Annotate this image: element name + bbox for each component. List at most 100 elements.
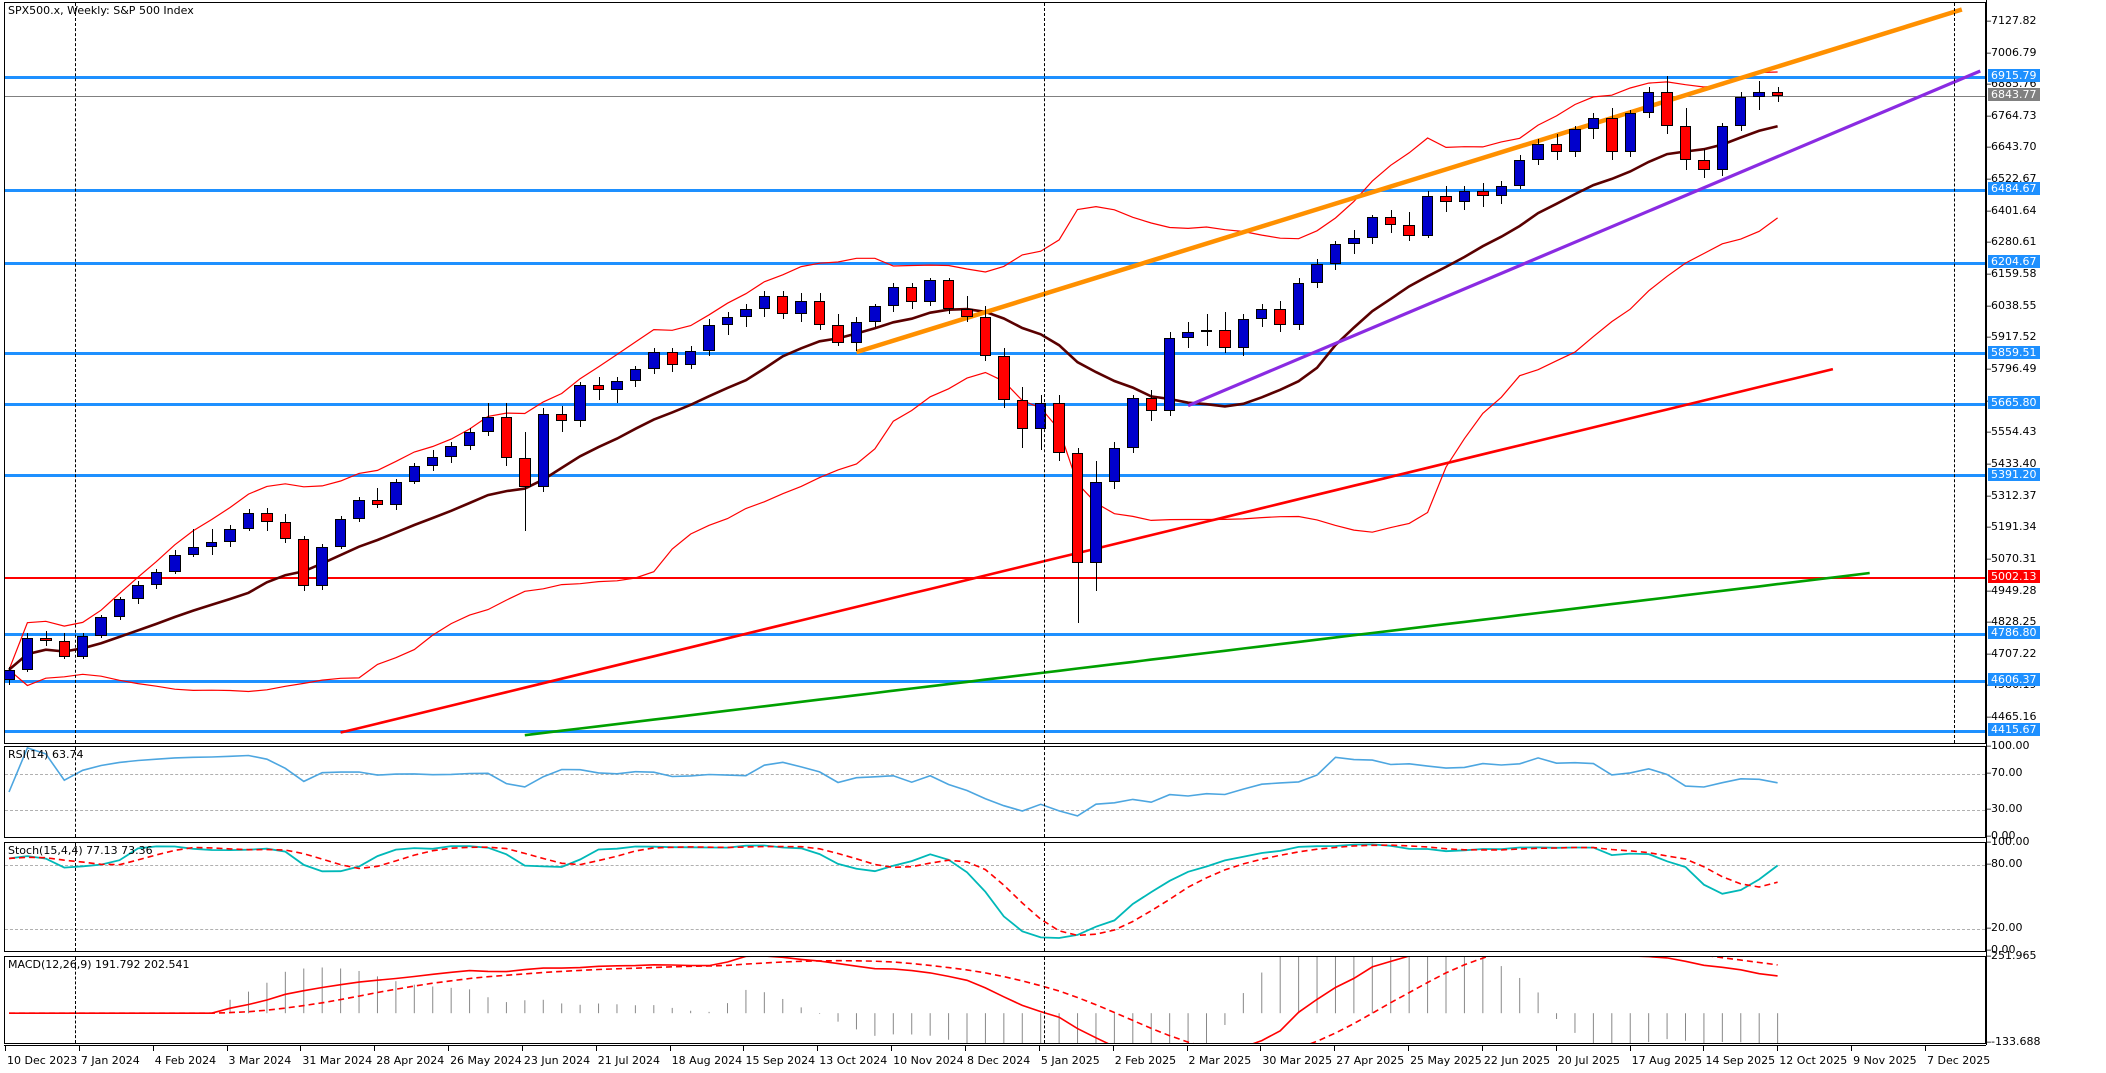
candle-bullish[interactable] <box>721 316 734 325</box>
support-price-pill[interactable]: 6484.67 <box>1988 182 2040 196</box>
candle-bearish[interactable] <box>58 641 70 657</box>
candle-bearish[interactable] <box>592 384 605 390</box>
candle-bullish[interactable] <box>1624 112 1636 153</box>
candle-bullish[interactable] <box>150 571 163 585</box>
candle-bullish[interactable] <box>408 465 421 482</box>
candle-bearish[interactable] <box>1440 196 1452 202</box>
support-line-6[interactable] <box>5 474 1985 478</box>
candle-bullish[interactable] <box>224 528 236 542</box>
candle-bearish[interactable] <box>519 457 531 487</box>
candle-bullish[interactable] <box>795 301 807 315</box>
candle-bearish[interactable] <box>1550 144 1563 153</box>
candle-bullish[interactable] <box>1587 118 1600 129</box>
candle-bearish[interactable] <box>1145 397 1157 411</box>
candle-bullish[interactable] <box>390 481 402 506</box>
candle-bullish[interactable] <box>1642 91 1655 113</box>
candle-bearish[interactable] <box>1698 159 1710 171</box>
candle-bearish[interactable] <box>500 417 513 458</box>
support-line-9[interactable] <box>5 679 1985 683</box>
support-price-pill[interactable]: 6915.79 <box>1988 69 2040 83</box>
candle-bearish[interactable] <box>1016 400 1028 430</box>
candle-bullish[interactable] <box>1127 397 1139 448</box>
last-price-pill[interactable]: 6843.77 <box>1988 88 2040 102</box>
candle-bullish[interactable] <box>187 546 199 555</box>
candle-bullish[interactable] <box>1569 128 1581 153</box>
candle-bullish[interactable] <box>445 446 457 457</box>
candle-bearish[interactable] <box>555 413 568 422</box>
candle-bullish[interactable] <box>1716 125 1729 171</box>
candle-bullish[interactable] <box>427 456 439 466</box>
candle-bullish[interactable] <box>537 413 549 487</box>
candle-bullish[interactable] <box>1532 144 1544 160</box>
candle-bullish[interactable] <box>21 638 34 670</box>
candle-bullish[interactable] <box>758 295 771 309</box>
support-price-pill[interactable]: 5391.20 <box>1988 467 2040 481</box>
macd-panel[interactable]: MACD(12,26,9) 191.792 202.541 <box>4 956 1986 1044</box>
candle-bullish[interactable] <box>169 554 181 572</box>
macd-plot-area[interactable] <box>5 957 1985 1043</box>
candle-bullish[interactable] <box>740 308 752 317</box>
support-price-pill[interactable]: 5859.51 <box>1988 345 2040 359</box>
support-line-3[interactable] <box>5 261 1985 265</box>
support-line-2[interactable] <box>5 188 1985 192</box>
candle-bearish[interactable] <box>298 539 310 587</box>
candle-bearish[interactable] <box>1661 91 1673 126</box>
candle-bearish[interactable] <box>1403 225 1415 236</box>
candle-bullish[interactable] <box>1753 91 1765 98</box>
support-price-pill[interactable]: 6204.67 <box>1988 255 2040 269</box>
candle-bearish[interactable] <box>261 512 273 523</box>
candle-bullish[interactable] <box>1256 308 1268 320</box>
support-price-pill[interactable]: 4415.67 <box>1988 723 2040 737</box>
candle-bullish[interactable] <box>316 546 328 587</box>
candle-bearish[interactable] <box>777 295 789 315</box>
candle-bullish[interactable] <box>1495 186 1507 197</box>
support-line-0[interactable] <box>5 75 1985 79</box>
support-line-10[interactable] <box>5 729 1985 733</box>
candle-bullish[interactable] <box>132 584 144 600</box>
candle-bullish[interactable] <box>1735 97 1747 126</box>
candle-bullish[interactable] <box>1513 159 1526 187</box>
candle-bullish[interactable] <box>924 280 936 303</box>
candle-bearish[interactable] <box>1219 329 1231 349</box>
candle-bearish[interactable] <box>1385 217 1397 226</box>
candle-bearish[interactable] <box>1771 91 1784 97</box>
candle-bullish[interactable] <box>1237 319 1250 349</box>
candle-bearish[interactable] <box>1053 403 1065 453</box>
candle-bullish[interactable] <box>1108 447 1121 482</box>
candle-bearish[interactable] <box>371 499 384 506</box>
candle-bullish[interactable] <box>869 306 881 322</box>
candle-bullish[interactable] <box>611 380 623 390</box>
candle-bearish[interactable] <box>979 316 992 356</box>
candle-bullish[interactable] <box>684 350 697 366</box>
candle-bullish[interactable] <box>1200 329 1213 333</box>
candle-bullish[interactable] <box>703 324 715 351</box>
candle-bullish[interactable] <box>1311 264 1323 283</box>
candle-bearish[interactable] <box>666 352 678 366</box>
candle-bullish[interactable] <box>205 541 218 547</box>
candle-bullish[interactable] <box>1421 196 1434 236</box>
rsi-plot-area[interactable] <box>5 747 1985 837</box>
candle-bullish[interactable] <box>1182 332 1194 338</box>
candle-bullish[interactable] <box>482 417 494 432</box>
candle-bullish[interactable] <box>1348 238 1360 244</box>
candle-bullish[interactable] <box>1292 282 1305 325</box>
candle-bullish[interactable] <box>334 519 347 547</box>
candle-bearish[interactable] <box>832 324 844 343</box>
support-price-pill[interactable]: 5665.80 <box>1988 396 2040 410</box>
price-axis[interactable]: –7127.82 –7006.79 –6885.76 –6764.73 –6643.70… <box>1986 0 2106 1047</box>
support-line-4[interactable] <box>5 352 1985 356</box>
candle-bearish[interactable] <box>942 280 955 309</box>
stochastic-plot-area[interactable] <box>5 843 1985 951</box>
candle-bearish[interactable] <box>40 638 52 642</box>
key-level-line[interactable] <box>5 576 1985 579</box>
candle-bullish[interactable] <box>1458 191 1471 202</box>
support-price-pill[interactable]: 4606.37 <box>1988 673 2040 687</box>
support-line-5[interactable] <box>5 402 1985 406</box>
candle-bullish[interactable] <box>850 322 863 343</box>
candle-bearish[interactable] <box>1071 452 1084 563</box>
candle-bullish[interactable] <box>113 599 126 618</box>
candle-bullish[interactable] <box>95 617 107 636</box>
price-panel[interactable]: SPX500.x, Weekly: S&P 500 Index <box>4 2 1986 744</box>
candle-bearish[interactable] <box>1274 308 1286 325</box>
candle-bullish[interactable] <box>574 384 586 422</box>
